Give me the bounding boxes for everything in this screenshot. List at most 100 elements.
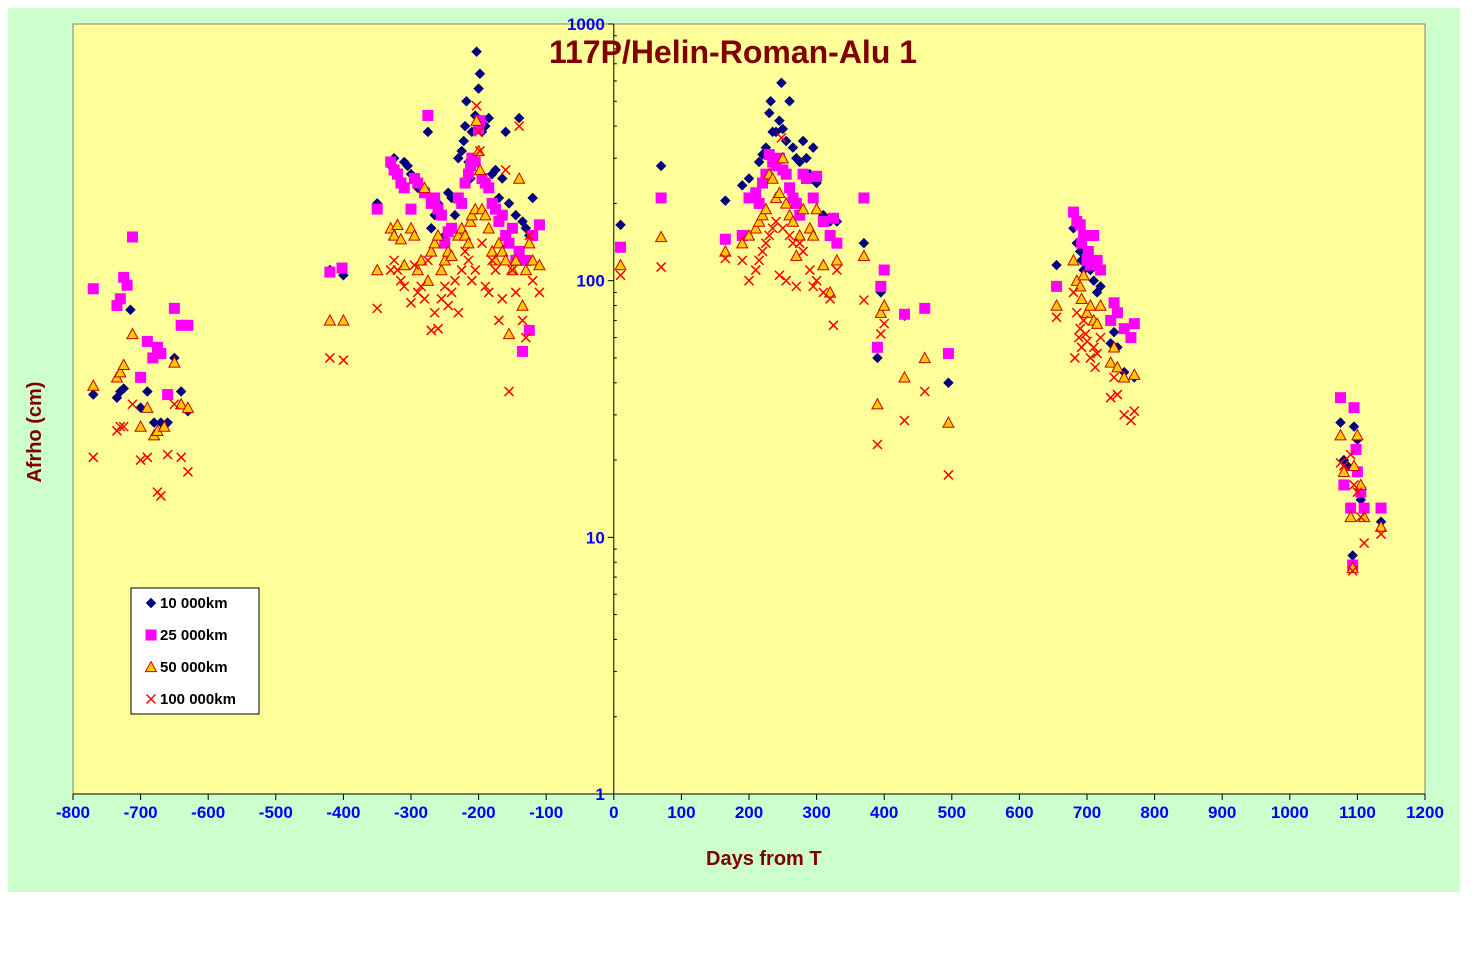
data-point xyxy=(534,287,545,298)
data-point xyxy=(490,203,501,215)
legend-marker xyxy=(144,660,158,673)
data-point xyxy=(469,156,481,168)
data-point xyxy=(510,209,522,221)
data-point xyxy=(898,308,910,320)
data-point xyxy=(1376,529,1387,540)
data-point xyxy=(807,192,819,204)
data-point xyxy=(168,355,181,368)
data-point xyxy=(828,320,839,331)
data-point xyxy=(942,348,954,360)
data-point xyxy=(1108,326,1120,338)
data-point xyxy=(655,192,667,204)
chart-title: 117P/Helin-Roman-Alu 1 xyxy=(549,34,917,70)
data-point xyxy=(1095,264,1107,276)
data-point xyxy=(503,198,515,209)
data-point xyxy=(527,192,539,204)
data-point xyxy=(86,379,100,391)
data-point xyxy=(394,232,408,245)
data-point xyxy=(1335,392,1346,404)
data-point xyxy=(1085,352,1096,363)
x-tick-label: 300 xyxy=(802,803,830,822)
data-point xyxy=(324,266,336,278)
x-tick-label: -500 xyxy=(259,803,293,822)
data-point xyxy=(811,170,823,182)
data-point xyxy=(1084,298,1097,311)
data-point xyxy=(446,222,458,234)
y-tick-label: 1000 xyxy=(567,15,605,34)
data-point xyxy=(828,212,839,224)
data-point xyxy=(88,452,99,463)
data-point xyxy=(756,208,769,221)
data-point xyxy=(1337,465,1351,477)
data-point xyxy=(1094,298,1107,311)
data-point xyxy=(765,95,776,107)
data-point xyxy=(487,255,498,266)
data-point xyxy=(780,168,792,180)
data-point xyxy=(1088,229,1100,241)
chart-container: -800 -700 -600 -500 -400 -300 -200 -100 0 100 200 3… xyxy=(8,8,1460,892)
data-point xyxy=(760,238,771,249)
data-point xyxy=(1051,280,1063,292)
data-point xyxy=(182,319,194,331)
data-point xyxy=(1088,275,1100,287)
data-point xyxy=(766,171,779,184)
data-point xyxy=(1095,281,1106,292)
data-point xyxy=(871,341,883,353)
data-point xyxy=(479,208,492,221)
data-point xyxy=(878,264,890,276)
data-point xyxy=(1338,460,1349,471)
data-point xyxy=(87,283,99,295)
data-point xyxy=(1092,348,1103,359)
data-point xyxy=(753,197,765,209)
data-point xyxy=(793,228,807,241)
data-point xyxy=(471,46,482,58)
data-point xyxy=(798,246,809,257)
data-point xyxy=(476,238,488,249)
legend-label: 10 000km xyxy=(160,595,228,612)
data-point xyxy=(405,297,417,308)
data-point xyxy=(781,275,792,286)
y-tick-label: 10 xyxy=(586,528,605,547)
data-point xyxy=(752,214,766,227)
data-point xyxy=(497,293,508,304)
legend: 10 000km 25 000km 50 000km 100 000km xyxy=(130,587,260,715)
data-point xyxy=(456,197,468,209)
data-point xyxy=(471,100,482,111)
data-point xyxy=(871,397,884,410)
data-point xyxy=(409,260,420,271)
data-point xyxy=(811,275,822,286)
data-point xyxy=(522,236,536,249)
data-point xyxy=(1078,315,1089,326)
data-point xyxy=(743,275,755,286)
data-point xyxy=(1111,307,1123,319)
data-point xyxy=(1112,389,1123,400)
data-point xyxy=(439,237,451,249)
data-point xyxy=(392,265,403,276)
data-point xyxy=(1338,479,1350,491)
data-point xyxy=(1344,510,1357,523)
data-point xyxy=(411,263,425,276)
data-point xyxy=(526,253,540,266)
data-point xyxy=(1088,342,1099,353)
data-point xyxy=(452,152,464,164)
data-point xyxy=(872,352,883,364)
data-point xyxy=(759,202,773,215)
data-point xyxy=(919,302,931,314)
data-point xyxy=(943,377,954,389)
data-point xyxy=(858,295,869,306)
data-point xyxy=(824,229,836,241)
data-point xyxy=(1090,317,1104,329)
data-point xyxy=(456,145,468,157)
x-tick-label: 400 xyxy=(870,803,898,822)
data-point xyxy=(155,490,166,501)
data-point xyxy=(181,401,195,413)
data-point xyxy=(506,222,518,234)
data-point xyxy=(470,265,481,276)
data-point xyxy=(517,315,528,326)
data-point xyxy=(736,180,748,191)
data-point xyxy=(395,275,406,286)
data-point xyxy=(830,253,844,266)
data-point xyxy=(754,255,765,266)
data-point xyxy=(398,182,410,194)
data-point xyxy=(750,265,761,276)
